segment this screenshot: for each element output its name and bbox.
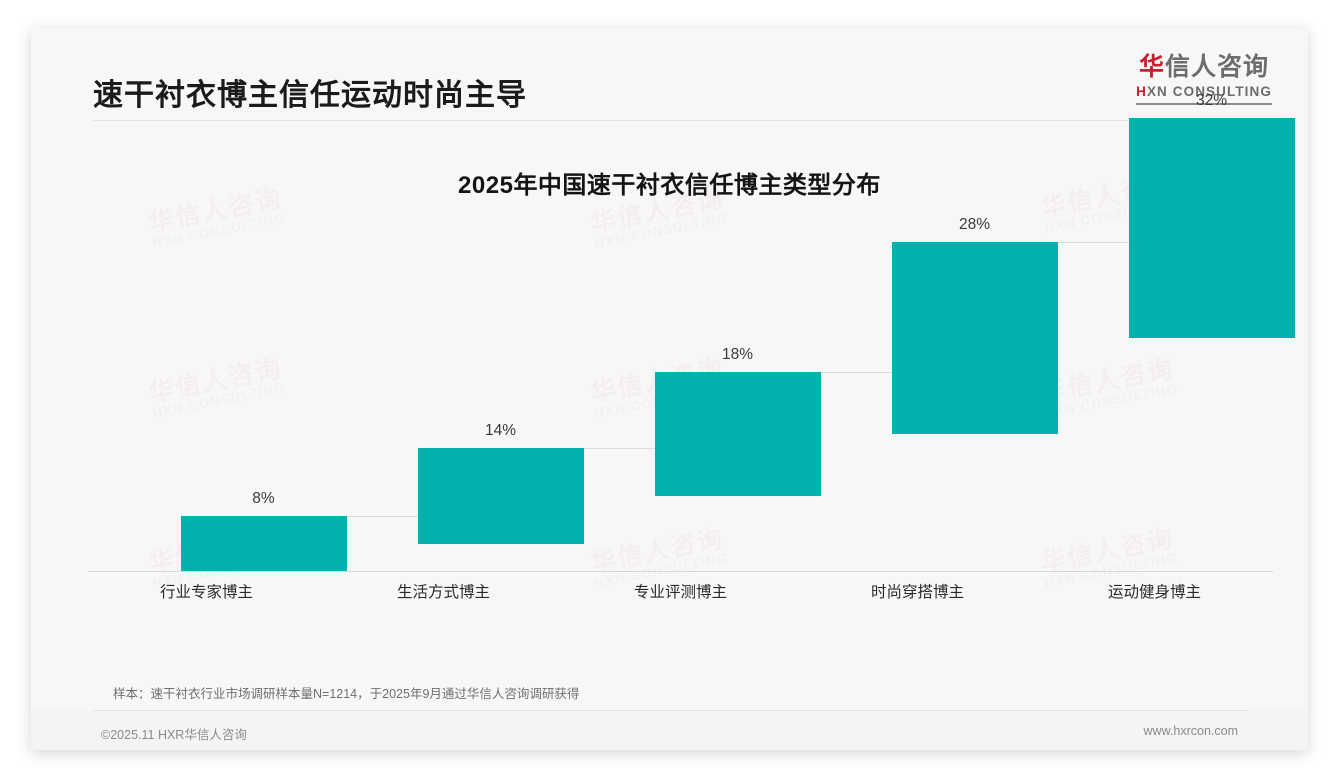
chart-category-label: 运动健身博主 [1107,584,1201,601]
header-divider [93,120,1248,121]
slide-card: 华信人咨询 HXN CONSULTING 华信人咨询 HXN CONSULTIN… [31,28,1308,750]
footer-website: www.hxrcon.com [1143,724,1238,738]
brand-logo: 华信人咨询 HXN CONSULTING [1136,55,1272,105]
logo-en-rest: XN CONSULTING [1146,84,1272,99]
footer-copyright: ©2025.11 HXR华信人咨询 [101,728,247,742]
slide-header: 速干衬衣博主信任运动时尚主导 华信人咨询 HXN CONSULTING [31,28,1308,120]
chart-step-connector [1057,241,1129,243]
chart-x-axis-line [88,571,1273,572]
chart-bar-value-label: 8% [252,490,275,508]
logo-en-highlight: H [1136,84,1147,99]
logo-chinese-text: 华信人咨询 [1136,55,1272,80]
chart-step-connector [346,516,418,518]
chart-category-label: 专业评测博主 [633,584,727,601]
chart-footnote: 样本：速干衬衣行业市场调研样本量N=1214，于2025年9月通过华信人咨询调研… [113,687,580,701]
slide-footer: ©2025.11 HXR华信人咨询 www.hxrcon.com [31,710,1308,750]
page-title: 速干衬衣博主信任运动时尚主导 [93,79,527,112]
chart-bar-value-label: 32% [1195,92,1228,110]
chart-step-connector [820,372,892,374]
chart-bar [654,372,821,496]
chart-bar [1128,118,1295,338]
footer-divider [93,710,1248,711]
chart-category-label: 生活方式博主 [396,584,490,601]
chart-plot-area: 8% 14% 18% 28% 32% [88,92,1295,573]
logo-underline [1136,102,1272,105]
chart-bar-value-label: 18% [721,346,754,364]
logo-cn-rest: 信人咨询 [1165,53,1270,81]
chart-bar-value-label: 28% [958,215,991,233]
logo-english-text: HXN CONSULTING [1136,85,1272,99]
chart-title: 2025年中国速干衬衣信任博主类型分布 [458,172,881,199]
chart-bar [417,447,584,544]
chart-bar-value-label: 14% [484,421,517,439]
logo-cn-highlight: 华 [1139,53,1166,81]
chart-bar [180,516,347,571]
chart-step-connector [583,447,655,449]
chart-category-label: 行业专家博主 [159,584,253,601]
chart-category-label: 时尚穿搭博主 [870,584,964,601]
chart-bar [891,241,1058,434]
